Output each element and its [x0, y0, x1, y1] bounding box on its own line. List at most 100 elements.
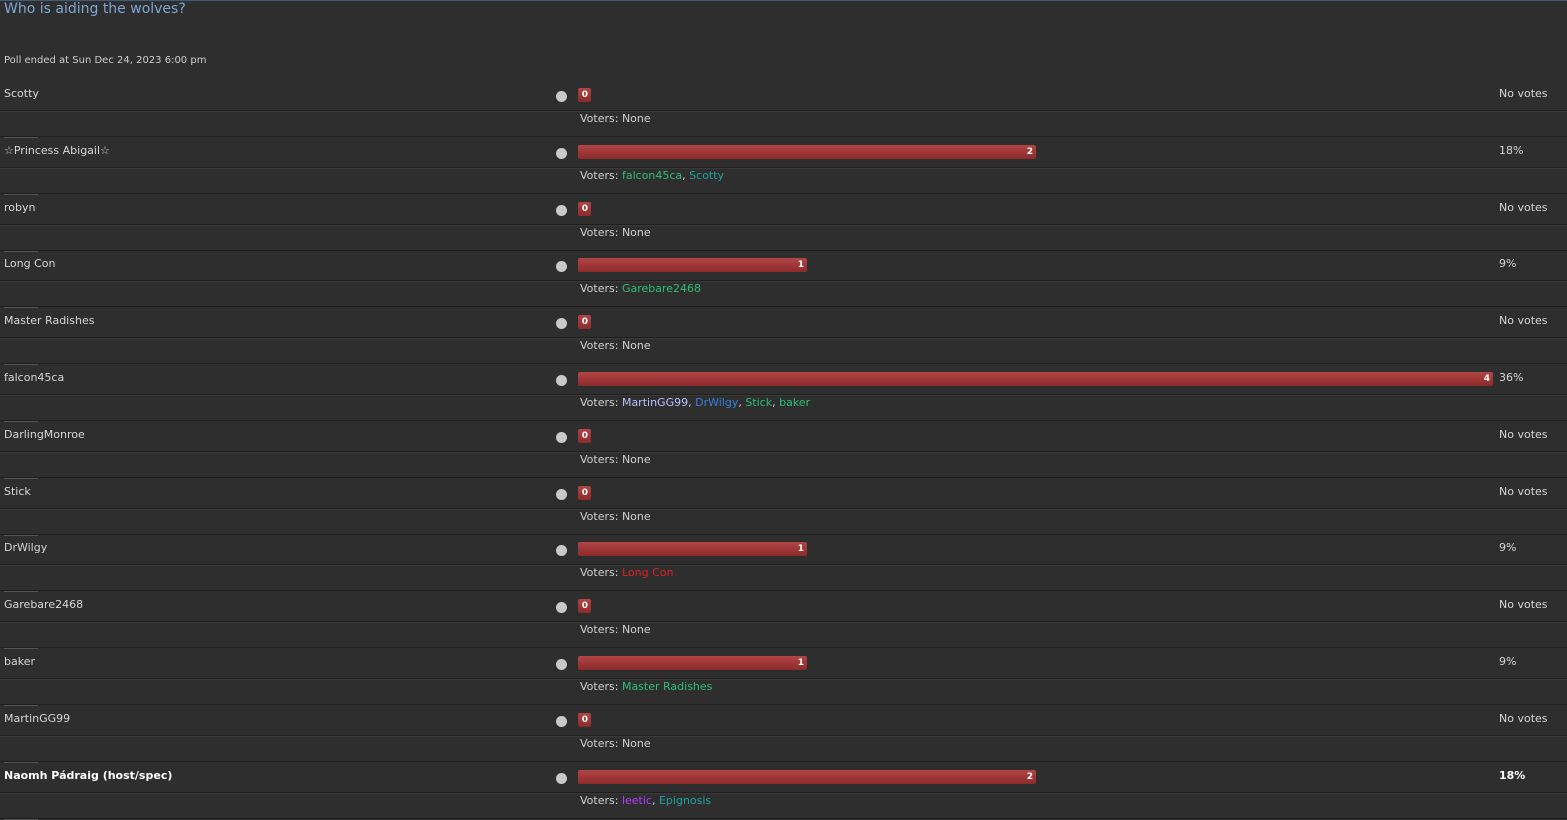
- voter-link[interactable]: MartinGG99: [621, 396, 689, 409]
- poll-option-radio[interactable]: [556, 375, 567, 386]
- voter-link[interactable]: Epignosis: [658, 794, 712, 807]
- voter-link[interactable]: baker: [779, 396, 811, 409]
- poll-voters: Voters: None: [580, 339, 651, 352]
- voter-link[interactable]: Master Radishes: [621, 680, 713, 693]
- poll-option-radio[interactable]: [556, 91, 567, 102]
- row-divider-accent: [4, 591, 38, 592]
- voter-link[interactable]: Long Con: [621, 566, 674, 579]
- poll-option-label: Long Con: [4, 257, 56, 270]
- poll-option-row: Scotty 0 No votes Voters: None: [0, 81, 1567, 138]
- voter-link[interactable]: falcon45ca: [621, 169, 683, 182]
- poll-result-bar: 2: [578, 770, 1036, 784]
- row-divider-highlight: [0, 793, 1567, 794]
- poll-option-row: robyn 0 No votes Voters: None: [0, 195, 1567, 252]
- poll-voters: Voters: Garebare2468: [580, 282, 701, 295]
- poll-percent: 9%: [1499, 541, 1517, 554]
- poll-option-label: MartinGG99: [4, 712, 71, 725]
- row-divider: [0, 167, 1567, 168]
- poll-option-row: DarlingMonroe 0 No votes Voters: None: [0, 422, 1567, 479]
- voters-label: Voters:: [580, 226, 619, 239]
- voters-none: None: [621, 112, 651, 125]
- row-divider-accent: [4, 421, 38, 422]
- poll-percent: No votes: [1499, 712, 1548, 725]
- row-divider: [0, 420, 1567, 421]
- voters-label: Voters:: [580, 169, 619, 182]
- poll-result-bar: 0: [578, 88, 591, 102]
- row-divider: [0, 224, 1567, 225]
- poll-option-row: Stick 0 No votes Voters: None: [0, 479, 1567, 536]
- row-divider-accent: [4, 648, 38, 649]
- row-divider-highlight: [0, 509, 1567, 510]
- row-divider-highlight: [0, 338, 1567, 339]
- poll-result-bar: 1: [578, 258, 807, 272]
- voter-link[interactable]: Garebare2468: [621, 282, 702, 295]
- voters-label: Voters:: [580, 396, 619, 409]
- poll-option-radio[interactable]: [556, 261, 567, 272]
- voters-label: Voters:: [580, 680, 619, 693]
- row-divider: [0, 621, 1567, 622]
- poll-option-radio[interactable]: [556, 489, 567, 500]
- row-divider: [0, 306, 1567, 307]
- row-divider-accent: [4, 137, 38, 138]
- row-divider: [0, 761, 1567, 762]
- poll-percent: 18%: [1499, 769, 1526, 782]
- poll-title: Who is aiding the wolves?: [4, 1, 186, 17]
- poll-vote-count: 0: [581, 317, 588, 327]
- poll-option-radio[interactable]: [556, 716, 567, 727]
- voters-none: None: [621, 623, 651, 636]
- row-divider: [0, 564, 1567, 565]
- voter-link[interactable]: leetic: [621, 794, 652, 807]
- voter-link[interactable]: Scotty: [689, 169, 725, 182]
- row-divider: [0, 363, 1567, 364]
- voters-label: Voters:: [580, 339, 619, 352]
- row-divider-accent: [4, 535, 38, 536]
- row-divider-accent: [4, 194, 38, 195]
- poll-percent: 18%: [1499, 144, 1524, 157]
- poll-option-label: Garebare2468: [4, 598, 84, 611]
- row-divider: [0, 136, 1567, 137]
- voters-none: None: [621, 737, 651, 750]
- poll-option-radio[interactable]: [556, 545, 567, 556]
- poll-option-radio[interactable]: [556, 773, 567, 784]
- poll-result-bar: 0: [578, 429, 591, 443]
- poll-percent: No votes: [1499, 201, 1548, 214]
- poll-result-bar: 0: [578, 599, 591, 613]
- poll-option-row: falcon45ca 4 36% Voters: MartinGG99, DrWilg…: [0, 365, 1567, 422]
- poll-option-radio[interactable]: [556, 318, 567, 329]
- voters-none: None: [621, 339, 651, 352]
- poll-percent: No votes: [1499, 485, 1548, 498]
- poll-vote-count: 1: [797, 260, 804, 270]
- poll-option-radio[interactable]: [556, 602, 567, 613]
- voter-link[interactable]: DrWilgy: [695, 396, 739, 409]
- poll-option-radio[interactable]: [556, 148, 567, 159]
- row-divider-highlight: [0, 168, 1567, 169]
- row-divider: [0, 280, 1567, 281]
- poll-option-label: DrWilgy: [4, 541, 48, 554]
- row-divider-highlight: [0, 395, 1567, 396]
- row-divider: [0, 704, 1567, 705]
- row-divider-accent: [4, 364, 38, 365]
- voters-label: Voters:: [580, 453, 619, 466]
- poll-percent: 9%: [1499, 655, 1517, 668]
- poll-result-bar: 0: [578, 713, 591, 727]
- voter-link[interactable]: Stick: [745, 396, 773, 409]
- row-divider-highlight: [0, 111, 1567, 112]
- poll-voters: Voters: falcon45ca, Scotty: [580, 169, 725, 182]
- poll-result-bar: 0: [578, 486, 591, 500]
- voters-label: Voters:: [580, 566, 619, 579]
- poll-vote-count: 0: [581, 90, 588, 100]
- poll-result-bar: 2: [578, 145, 1036, 159]
- poll-vote-count: 0: [581, 204, 588, 214]
- row-divider-accent: [4, 762, 38, 763]
- poll-option-radio[interactable]: [556, 659, 567, 670]
- row-divider-accent: [4, 251, 38, 252]
- poll-option-radio[interactable]: [556, 205, 567, 216]
- row-divider-highlight: [0, 565, 1567, 566]
- poll-vote-count: 2: [1026, 147, 1033, 157]
- row-divider: [0, 337, 1567, 338]
- poll-voters: Voters: Master Radishes: [580, 680, 712, 693]
- row-divider: [0, 678, 1567, 679]
- row-divider: [0, 647, 1567, 648]
- poll-option-radio[interactable]: [556, 432, 567, 443]
- poll-percent: No votes: [1499, 87, 1548, 100]
